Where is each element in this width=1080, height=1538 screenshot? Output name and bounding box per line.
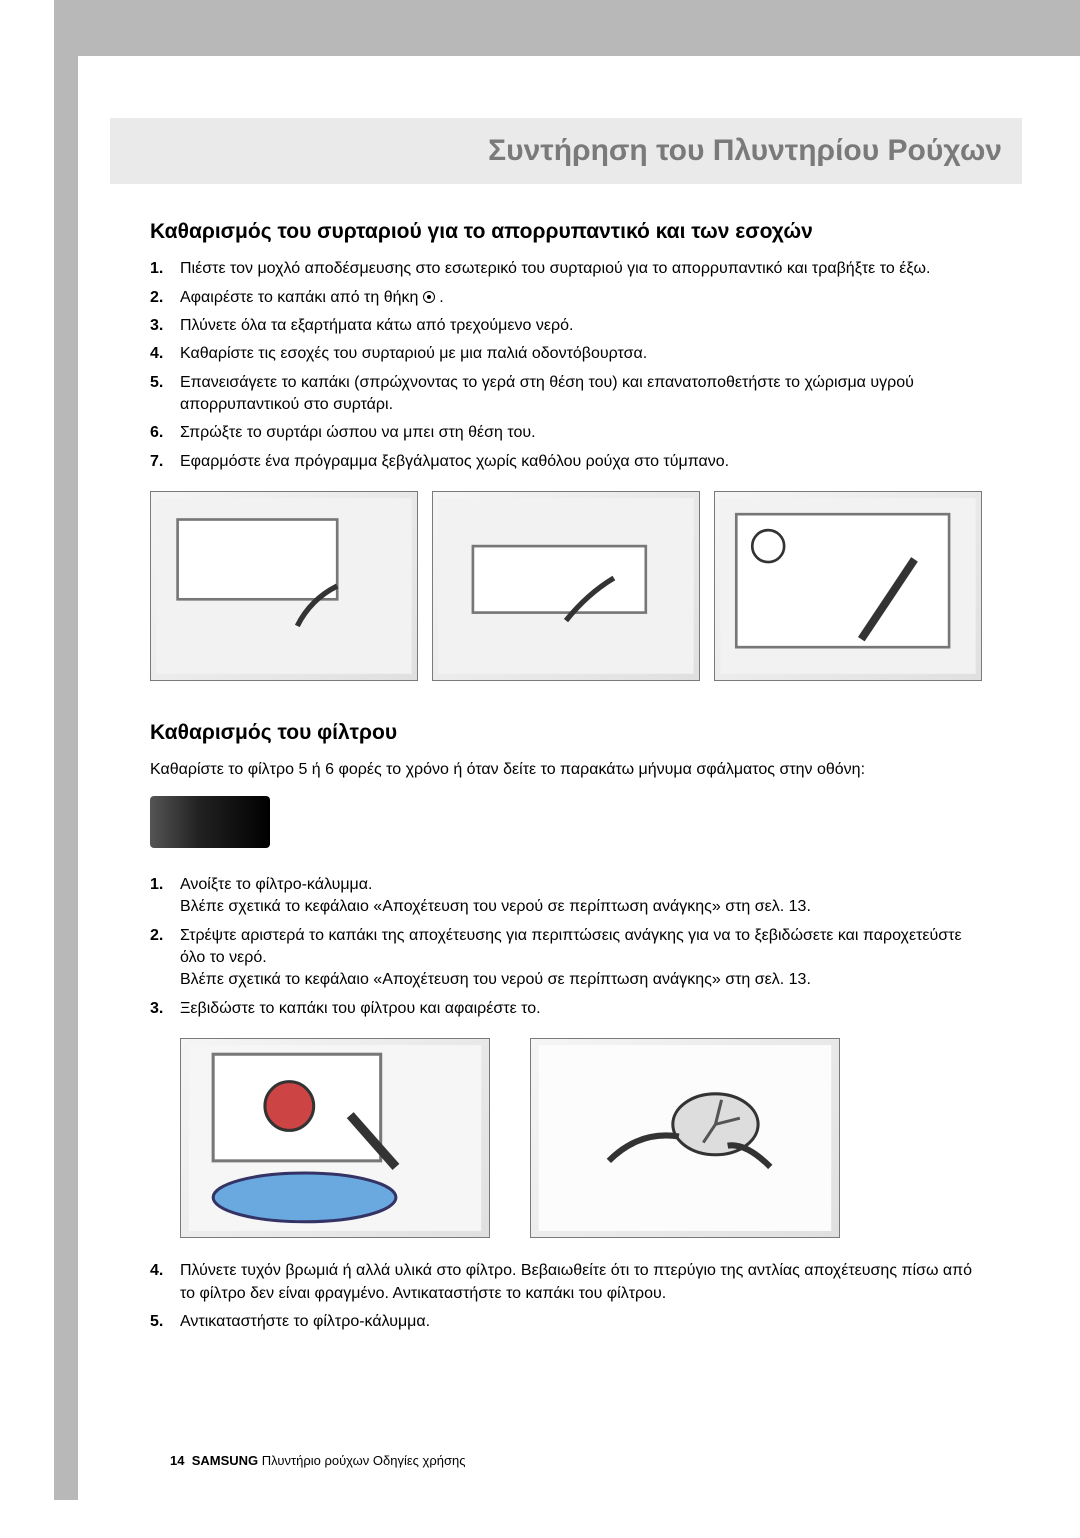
detergent-compartment-icon (423, 291, 435, 303)
step-text: Ανοίξτε το φίλτρο-κάλυμμα. (180, 876, 372, 893)
page-frame-left (54, 0, 78, 1500)
page-content: Συντήρηση του Πλυντηρίου Ρούχων Καθαρισμ… (110, 78, 1022, 1351)
footer-text: Πλυντήριο ρούχων Οδηγίες χρήσης (258, 1453, 465, 1468)
step-text: Σπρώξτε το συρτάρι ώσπου να μπει στη θέσ… (180, 424, 536, 441)
list-item: Ξεβιδώστε το καπάκι του φίλτρου και αφαι… (150, 998, 982, 1020)
content-area: Καθαρισμός του συρταριού για το απορρυπα… (110, 220, 1022, 1333)
error-display-illustration (150, 796, 270, 848)
page-number: 14 (170, 1453, 184, 1468)
step-text: Αντικαταστήστε το φίλτρο-κάλυμμα. (180, 1313, 430, 1330)
step-text: Εφαρμόστε ένα πρόγραμμα ξεβγάλματος χωρί… (180, 453, 729, 470)
step-text: Πιέστε τον μοχλό αποδέσμευσης στο εσωτερ… (180, 260, 930, 277)
illustration-drawer-1 (150, 491, 418, 681)
page-title: Συντήρηση του Πλυντηρίου Ρούχων (130, 134, 1002, 168)
illustration-drawer-3 (714, 491, 982, 681)
list-item: Πλύνετε τυχόν βρωμιά ή αλλά υλικά στο φί… (150, 1260, 982, 1305)
illustration-filter-2 (530, 1038, 840, 1238)
steps-list-filter-cont: Πλύνετε τυχόν βρωμιά ή αλλά υλικά στο φί… (150, 1260, 982, 1333)
steps-list-drawer: Πιέστε τον μοχλό αποδέσμευσης στο εσωτερ… (150, 258, 982, 473)
step-subnote: Βλέπε σχετικά το κεφάλαιο «Αποχέτευση το… (180, 969, 982, 991)
step-text: Καθαρίστε τις εσοχές του συρταριού με μι… (180, 345, 647, 362)
footer-brand: SAMSUNG (192, 1453, 258, 1468)
step-text-suffix: . (435, 289, 444, 306)
step-text: Στρέψτε αριστερά το καπάκι της αποχέτευσ… (180, 927, 962, 966)
page-footer: 14 SAMSUNG Πλυντήριο ρούχων Οδηγίες χρήσ… (170, 1453, 466, 1468)
title-bar: Συντήρηση του Πλυντηρίου Ρούχων (110, 118, 1022, 184)
step-text: Αφαιρέστε το καπάκι από τη θήκη (180, 289, 423, 306)
step-text: Πλύνετε όλα τα εξαρτήματα κάτω από τρεχο… (180, 317, 573, 334)
list-item: Στρέψτε αριστερά το καπάκι της αποχέτευσ… (150, 925, 982, 992)
list-item: Πιέστε τον μοχλό αποδέσμευσης στο εσωτερ… (150, 258, 982, 280)
steps-list-filter: Ανοίξτε το φίλτρο-κάλυμμα. Βλέπε σχετικά… (150, 874, 982, 1020)
filter-intro-text: Καθαρίστε το φίλτρο 5 ή 6 φορές το χρόνο… (150, 759, 982, 781)
list-item: Αφαιρέστε το καπάκι από τη θήκη . (150, 287, 982, 309)
step-text: Ξεβιδώστε το καπάκι του φίλτρου και αφαι… (180, 1000, 541, 1017)
illustration-row-drawer (150, 491, 982, 681)
step-text: Πλύνετε τυχόν βρωμιά ή αλλά υλικά στο φί… (180, 1262, 972, 1301)
list-item: Πλύνετε όλα τα εξαρτήματα κάτω από τρεχο… (150, 315, 982, 337)
list-item: Εφαρμόστε ένα πρόγραμμα ξεβγάλματος χωρί… (150, 451, 982, 473)
illustration-row-filter (180, 1038, 982, 1238)
list-item: Ανοίξτε το φίλτρο-κάλυμμα. Βλέπε σχετικά… (150, 874, 982, 919)
list-item: Καθαρίστε τις εσοχές του συρταριού με μι… (150, 343, 982, 365)
step-subnote: Βλέπε σχετικά το κεφάλαιο «Αποχέτευση το… (180, 896, 982, 918)
list-item: Επανεισάγετε το καπάκι (σπρώχνοντας το γ… (150, 372, 982, 417)
page-frame-top (54, 0, 1080, 56)
illustration-filter-1 (180, 1038, 490, 1238)
illustration-drawer-2 (432, 491, 700, 681)
section-heading-filter: Καθαρισμός του φίλτρου (150, 721, 982, 745)
list-item: Αντικαταστήστε το φίλτρο-κάλυμμα. (150, 1311, 982, 1333)
list-item: Σπρώξτε το συρτάρι ώσπου να μπει στη θέσ… (150, 422, 982, 444)
section-heading-drawer: Καθαρισμός του συρταριού για το απορρυπα… (150, 220, 982, 244)
step-text: Επανεισάγετε το καπάκι (σπρώχνοντας το γ… (180, 374, 914, 413)
